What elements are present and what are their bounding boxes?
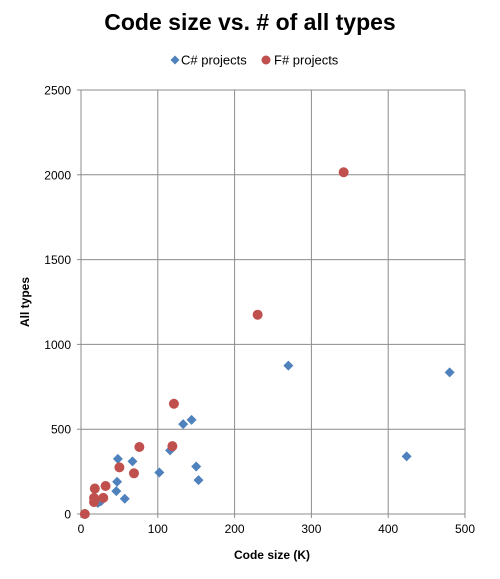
legend-label-csharp: C# projects xyxy=(181,53,247,68)
gridlines xyxy=(81,89,466,514)
y-tick-label: 1500 xyxy=(44,253,71,267)
data-point-csharp xyxy=(193,475,204,486)
tick-labels: 0 500 1000 1500 2000 2500 0 100 200 300 400 500 xyxy=(44,84,475,537)
data-point-csharp xyxy=(186,414,197,425)
data-point-csharp xyxy=(283,360,294,371)
data-point-fsharp xyxy=(252,309,263,320)
y-tick-label: 2500 xyxy=(44,84,71,98)
data-point-csharp xyxy=(154,467,165,478)
data-point-csharp xyxy=(112,476,123,487)
y-tick-label: 2000 xyxy=(44,168,71,182)
x-tick-label: 300 xyxy=(301,522,321,536)
data-point-fsharp xyxy=(100,481,111,492)
legend-marker-csharp xyxy=(170,55,180,65)
data-point-fsharp xyxy=(338,167,349,178)
data-point-fsharp xyxy=(89,483,100,494)
data-points xyxy=(79,167,455,519)
legend: C# projects F# projects xyxy=(170,53,339,68)
y-axis-label: All types xyxy=(18,277,32,327)
data-point-csharp xyxy=(111,486,122,497)
data-point-fsharp xyxy=(167,441,178,452)
data-point-fsharp xyxy=(89,492,100,503)
data-point-csharp xyxy=(401,451,412,462)
legend-label-fsharp: F# projects xyxy=(274,53,339,68)
y-tick-label: 1000 xyxy=(44,338,71,352)
x-axis-label: Code size (K) xyxy=(234,548,310,562)
data-point-fsharp xyxy=(114,462,125,473)
data-point-csharp xyxy=(444,367,455,378)
data-point-csharp xyxy=(119,493,130,504)
chart-title: Code size vs. # of all types xyxy=(104,9,395,35)
x-tick-label: 500 xyxy=(455,522,475,536)
data-point-csharp xyxy=(127,456,138,467)
x-tick-label: 0 xyxy=(78,522,85,536)
x-tick-label: 200 xyxy=(225,522,245,536)
data-point-fsharp xyxy=(128,468,139,479)
data-point-csharp xyxy=(191,461,202,472)
data-point-fsharp xyxy=(168,398,179,409)
axes xyxy=(77,89,466,518)
y-tick-label: 500 xyxy=(51,423,71,437)
legend-marker-fsharp xyxy=(261,55,271,65)
y-tick-label: 0 xyxy=(64,508,71,522)
data-point-fsharp xyxy=(134,442,145,453)
data-point-fsharp xyxy=(98,492,109,503)
data-point-csharp xyxy=(178,419,189,430)
x-tick-label: 100 xyxy=(148,522,168,536)
x-tick-label: 400 xyxy=(378,522,398,536)
data-point-csharp xyxy=(112,453,123,464)
data-point-fsharp xyxy=(79,509,90,519)
